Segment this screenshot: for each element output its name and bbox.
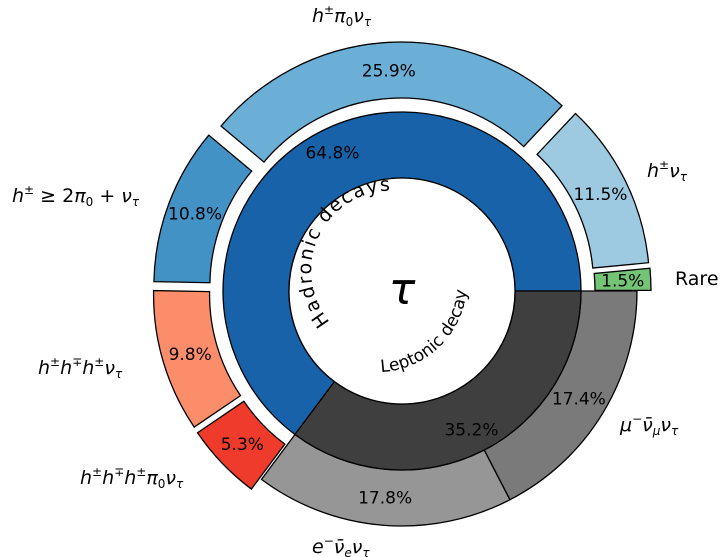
- center-hole: [288, 177, 516, 405]
- outer-value-label-0: 1.5%: [601, 272, 644, 292]
- outer-category-labels: Rare h±ντ h±π0ντ h± ≥ 2π0 + ντ h±h∓h±ντ …: [12, 3, 719, 557]
- outer-wedge-0: [593, 267, 652, 291]
- inner-value-label-1: 35.2%: [444, 421, 498, 441]
- category-label-e-nu: e−ν̄eντ: [312, 534, 370, 557]
- outer-wedge-5: [196, 400, 286, 490]
- inner-value-label-0: 64.8%: [305, 143, 359, 163]
- outer-value-label-7: 17.4%: [552, 390, 606, 410]
- outer-value-label-4: 9.8%: [169, 345, 212, 365]
- category-label-h-pi0-nu: h±π0ντ: [312, 3, 372, 29]
- category-label-h-nu: h±ντ: [647, 158, 688, 184]
- labels: 64.8% 35.2% 1.5% 11.5% 25.9% 10.8% 9.8% 5.3% 17.…: [168, 61, 644, 508]
- category-label-mu-nu: μ−ν̄μντ: [619, 412, 679, 438]
- tau-symbol: τ: [389, 264, 416, 315]
- category-label-3h-pi0-nu: h±h∓h±π0ντ: [80, 465, 184, 491]
- outer-value-label-1: 11.5%: [573, 185, 627, 205]
- category-label-3h-nu: h±h∓h±ντ: [38, 355, 123, 381]
- outer-wedge-4: [152, 289, 242, 428]
- outer-value-label-3: 10.8%: [168, 205, 222, 225]
- category-label-h-2pi0-nu: h± ≥ 2π0 + ντ: [12, 183, 140, 209]
- outer-ring: [152, 41, 652, 527]
- outer-wedge-2: [220, 41, 563, 163]
- outer-wedge-3: [153, 134, 253, 284]
- outer-value-label-5: 5.3%: [221, 435, 264, 455]
- outer-value-label-2: 25.9%: [362, 61, 416, 81]
- outer-value-label-6: 17.8%: [358, 488, 412, 508]
- category-label-rare: Rare: [675, 268, 719, 290]
- outer-wedge-1: [536, 112, 650, 269]
